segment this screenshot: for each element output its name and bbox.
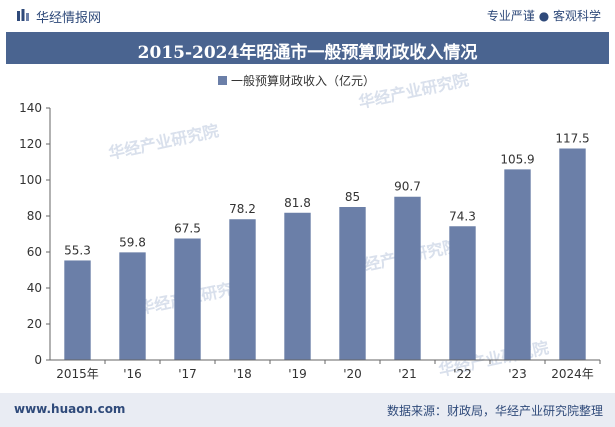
bar [504,169,531,360]
y-tick-label: 40 [27,281,42,295]
bar [284,212,311,360]
bar [339,207,366,360]
brand-name: 华经情报网 [36,11,102,26]
x-tick-label: '16 [123,367,142,381]
bar [559,148,586,360]
legend: 一般预算财政收入（亿元） [218,73,375,88]
footer: www.huaon.com 数据来源：财政局，华经产业研究院整理 [0,393,615,427]
bar-value-label: 67.5 [174,222,201,236]
x-tick-label: '23 [508,367,527,381]
x-tick-label: '20 [343,367,362,381]
tagline: 专业严谨 ● 客观科学 [486,9,601,23]
bar-value-label: 81.8 [284,196,311,210]
chart-title: 2015-2024年昭通市一般预算财政收入情况 [137,43,478,63]
x-tick-label: '19 [288,367,307,381]
x-tick-label: '17 [178,367,197,381]
bar [64,260,91,360]
y-axis: 0 20 40 60 80 100 120 140 [19,101,51,367]
bars: 55.3 59.8 67.5 78.2 81.8 85 90.7 74.3 105.9 117.5 [64,132,590,360]
data-source: 数据来源：财政局，华经产业研究院整理 [386,404,603,418]
x-axis: 2015年 '16 '17 '18 '19 '20 '21 '22 '23 2024年 [50,359,601,381]
legend-swatch [218,76,227,85]
site-url[interactable]: www.huaon.com [14,402,126,416]
bar [174,238,201,360]
bar-value-label: 55.3 [64,243,91,257]
bar-value-label: 78.2 [229,202,256,216]
logo-icon [17,9,29,21]
bar-chart: 华经产业研究院 华经产业研究院 华经产业研究院 华经产业研究院 华经产业研究院 … [19,70,601,381]
y-tick-label: 120 [19,137,42,151]
bar-value-label: 90.7 [394,180,421,194]
y-tick-label: 60 [27,245,42,259]
x-tick-label: '22 [453,367,472,381]
bar-value-label: 74.3 [449,209,476,223]
top-bar: 华经情报网 专业严谨 ● 客观科学 [0,0,615,30]
bar-value-label: 85 [345,190,360,204]
legend-label: 一般预算财政收入（亿元） [231,73,375,88]
x-tick-label: '18 [233,367,252,381]
bar-value-label: 59.8 [119,235,146,249]
bar [394,196,421,360]
bar-value-label: 105.9 [500,152,534,166]
bar [119,252,146,360]
bar [449,226,476,360]
x-tick-label: '21 [398,367,417,381]
y-tick-label: 20 [27,317,42,331]
x-tick-label: 2024年 [551,367,594,381]
watermark-text: 华经产业研究院 [107,121,221,163]
y-tick-label: 140 [19,101,42,115]
bar [229,219,256,360]
y-tick-label: 0 [34,353,42,367]
y-tick-label: 80 [27,209,42,223]
bar-value-label: 117.5 [555,132,589,146]
x-tick-label: 2015年 [56,367,99,381]
title-bar: 2015-2024年昭通市一般预算财政收入情况 [6,32,609,64]
y-tick-label: 100 [19,173,42,187]
